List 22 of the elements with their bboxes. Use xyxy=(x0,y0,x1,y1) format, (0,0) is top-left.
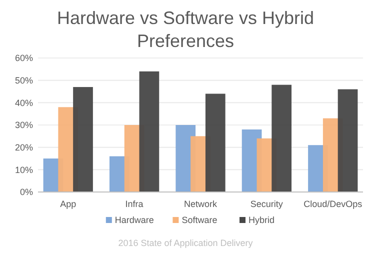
x-tick-label: Security xyxy=(250,199,284,209)
text: 2016 State of Application Delivery xyxy=(118,238,254,248)
bar xyxy=(338,89,358,192)
bar xyxy=(272,84,292,192)
legend-label: Hardware xyxy=(114,215,154,225)
x-tick-label: Infra xyxy=(125,199,144,209)
bar xyxy=(139,71,160,192)
y-tick-label: 10% xyxy=(14,164,33,175)
y-tick-label: 40% xyxy=(14,98,33,108)
y-tick-label: 0% xyxy=(20,187,33,198)
y-tick-label: 30% xyxy=(14,120,33,130)
y-tick-label: 50% xyxy=(14,75,33,86)
y-tick-label: 20% xyxy=(14,142,33,152)
x-tick-label: App xyxy=(60,199,76,209)
bar xyxy=(205,94,226,192)
legend-label: Hybrid xyxy=(248,215,275,225)
y-tick-label: 60% xyxy=(14,53,33,64)
legend-label: Software xyxy=(182,215,218,225)
chart-title: Hardware vs Software vs Hybrid Preferences xyxy=(56,8,314,51)
x-tick-label: Network xyxy=(184,199,218,209)
bar xyxy=(73,87,93,192)
x-tick-label: Cloud/DevOps xyxy=(304,199,363,209)
